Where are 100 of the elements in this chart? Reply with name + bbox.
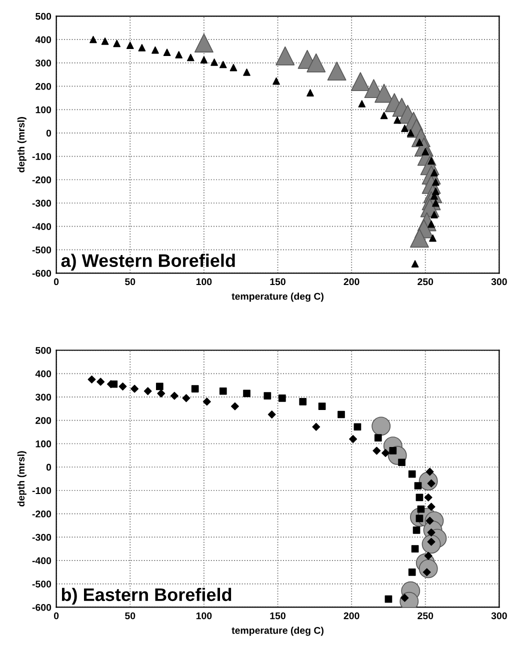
point [230,402,239,410]
point [243,390,250,398]
point [372,416,391,436]
point [312,422,320,431]
point [152,46,159,54]
x-tick-label: 300 [491,612,507,620]
point [264,392,272,400]
y-tick-label: 500 [36,12,52,20]
y-tick-label: 200 [36,82,52,90]
y-tick-label: 100 [36,106,52,114]
point [416,138,424,146]
point [126,42,134,50]
point [113,40,121,48]
annotation: a) Western Borefield [61,254,235,271]
point [278,394,286,402]
point [276,46,295,66]
y-tick-label: -100 [32,487,52,494]
point [110,380,118,388]
point [130,384,139,393]
point [118,382,127,390]
point [156,382,164,390]
point [380,112,388,120]
point [384,595,392,603]
point [424,552,432,560]
point [382,449,390,458]
point [424,493,432,502]
y-tick-label: -500 [32,580,52,588]
y-tick-label: 0 [46,464,52,471]
point [186,54,194,62]
y-tick-label: 500 [36,346,52,354]
point [299,398,307,406]
point [354,423,362,431]
point [408,470,416,478]
point [411,260,419,268]
y-tick-label: -200 [32,176,52,184]
x-tick-label: 200 [344,278,360,286]
x-tick-label: 0 [54,612,59,620]
point [432,199,440,207]
point [243,68,250,76]
y-tick-label: 400 [35,370,52,378]
point [219,387,227,395]
point [219,60,227,68]
point [374,434,382,442]
point [414,482,422,490]
point [191,385,199,392]
point [101,37,109,45]
y-tick-label: 300 [35,60,52,67]
point [163,48,171,56]
point [194,34,214,52]
point [426,468,434,476]
y-tick-label: -300 [32,200,52,207]
point [157,389,166,398]
point [394,116,402,124]
point [406,129,414,137]
x-tick-label: 200 [344,612,360,620]
x-tick-label: 150 [270,278,286,286]
point [398,458,406,466]
point [422,148,430,156]
point [408,568,416,576]
point [268,410,276,418]
point [338,410,345,418]
y-tick-label: -300 [32,534,52,541]
y-tick-label: -600 [32,270,52,277]
point [90,36,97,44]
x-tick-label: 0 [54,278,59,286]
point [412,526,420,534]
y-tick-label: -400 [32,557,52,564]
x-tick-label: 250 [418,612,434,620]
y-tick-label: 400 [35,36,52,44]
point [230,64,238,72]
point [427,502,436,511]
point [372,446,381,455]
point [175,51,183,58]
point [327,62,346,81]
point [350,72,370,92]
point [430,211,438,218]
point [416,494,424,502]
x-tick-label: 100 [196,278,212,286]
point [88,375,96,384]
point [429,234,436,242]
point [138,44,146,52]
point [306,89,314,96]
point [417,505,425,513]
point [432,178,440,186]
y-tick-label: 100 [36,440,52,448]
y-tick-label: -600 [32,604,52,611]
point [144,387,152,396]
x-tick-label: 50 [125,278,136,286]
point [306,53,326,72]
annotation: b) Eastern Borefield [62,588,232,605]
point [411,545,419,553]
x-tick-label: 50 [125,612,136,620]
point [389,447,397,454]
point [349,435,358,444]
point [428,220,435,228]
y-tick-label: 200 [36,417,52,424]
y-tick-label: -500 [32,246,52,254]
point [202,398,211,406]
y-tick-label: 0 [46,130,52,137]
y-tick-label: -400 [32,223,52,230]
